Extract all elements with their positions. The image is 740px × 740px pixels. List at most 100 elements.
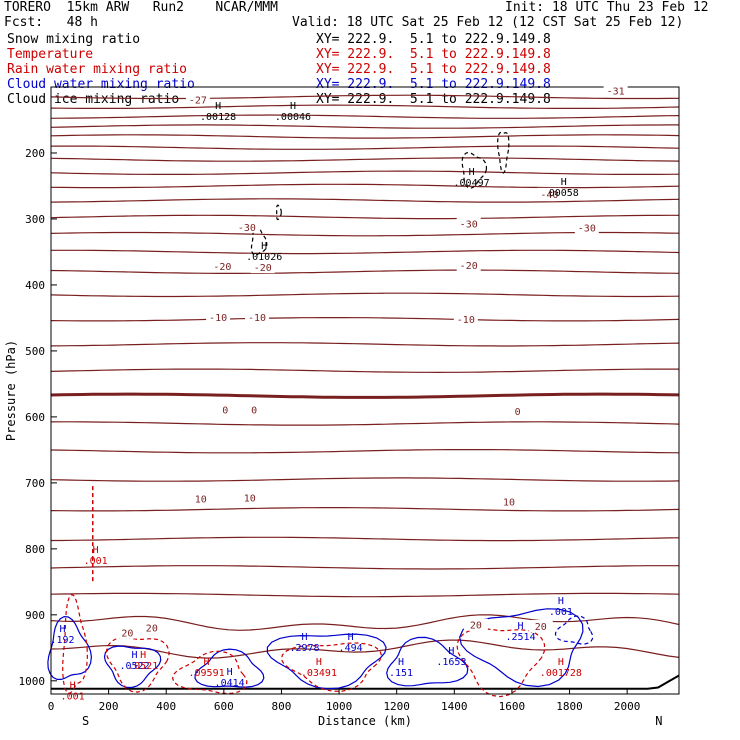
cloud-water-contour [47, 615, 93, 681]
isotherm-line [50, 368, 679, 374]
temperature-label-bg [237, 491, 262, 504]
x-tick-label: 400 [156, 700, 176, 713]
temperature-label: 0 [251, 406, 257, 417]
legend-temperature-xy: XY= 222.9. 5.1 to 222.9.149.8 [316, 47, 551, 62]
axes: 0 200 400 600 800 1000 1200 1400 1600 1800 2000200… [4, 147, 662, 728]
temperature-label: -10 [209, 313, 227, 324]
maximum-marker: H [561, 177, 567, 188]
maximum-value-label: .00128 [200, 112, 236, 123]
maximum-value-label: .151 [389, 668, 413, 679]
temperature-label-bg [250, 261, 275, 274]
ice-contour [250, 226, 268, 256]
legend-temperature: Temperature [7, 47, 94, 62]
cloud-water-contour [554, 615, 594, 645]
maximum-value-label: .00046 [275, 112, 311, 123]
cloud-water-contour [459, 608, 584, 688]
ice-contour [276, 204, 282, 221]
isotherm-line [50, 421, 680, 426]
maximum-marker: H [93, 545, 99, 556]
x-tick-label: 600 [214, 700, 234, 713]
isotherm-line [50, 157, 680, 162]
legend-snow-xy: XY= 222.9. 5.1 to 222.9.149.8 [316, 32, 551, 47]
south-label: S [82, 714, 89, 728]
maximum-marker: H [316, 657, 322, 668]
legend-rain-xy: XY= 222.9. 5.1 to 222.9.149.8 [316, 62, 551, 77]
x-tick-label: 1200 [383, 700, 410, 713]
y-tick-label: 400 [25, 279, 45, 292]
maximum-marker: H [140, 650, 146, 661]
temperature-label-bg [139, 621, 164, 634]
temperature-label: 10 [244, 493, 256, 504]
temperature-label-bg [244, 311, 269, 324]
isotherm-line [50, 507, 680, 512]
maximum-marker: H [215, 101, 221, 112]
x-tick-label: 200 [99, 700, 119, 713]
maximum-marker: H [261, 241, 267, 252]
isotherm-line [50, 342, 680, 347]
y-tick-label: 500 [25, 345, 45, 358]
ice-contour [461, 151, 487, 189]
maximum-value-label: .03491 [301, 668, 337, 679]
legend-cloud-water: Cloud water mixing ratio [7, 77, 195, 92]
isotherm-line [50, 449, 680, 454]
y-tick-label: 200 [25, 147, 45, 160]
rain-contour [62, 593, 89, 694]
temperature-label: 20 [121, 629, 133, 640]
isotherm-line [50, 317, 680, 322]
temperature-label-bg [537, 187, 562, 200]
x-tick-label: 800 [272, 700, 292, 713]
temperature-label: -20 [254, 263, 272, 274]
x-tick-label: 1600 [499, 700, 526, 713]
temperature-label: -20 [460, 261, 478, 272]
temperature-label-bg [574, 221, 599, 234]
maximum-value-label: .001 [61, 691, 85, 702]
temperature-label-bg [456, 217, 481, 230]
y-tick-label: 1000 [19, 675, 46, 688]
temperature-label: -30 [238, 223, 256, 234]
temperature-label: 20 [470, 621, 482, 632]
x-tick-label: 1800 [556, 700, 583, 713]
temperature-label: 10 [195, 495, 207, 506]
valid-time: Valid: 18 UTC Sat 25 Feb 12 (12 CST Sat … [292, 15, 684, 30]
y-tick-label: 600 [25, 411, 45, 424]
maximum-marker: H [448, 646, 454, 657]
cloud-water-contour [266, 633, 387, 690]
ice-contour [496, 131, 510, 174]
zero-isotherm [50, 392, 680, 399]
isotherm-lines [50, 94, 680, 690]
maximum-value-label: .1653 [436, 657, 466, 668]
plot-frame [50, 86, 680, 695]
temperature-label: -20 [213, 262, 231, 273]
temperature-label-bg [234, 220, 259, 233]
temperature-label: -10 [457, 315, 475, 326]
maximum-value-label: .001 [549, 607, 573, 618]
maximum-value-label: .192 [50, 635, 74, 646]
y-axis-title: Pressure (hPa) [4, 340, 18, 441]
maximum-marker: H [558, 596, 564, 607]
maximum-value-label: .001728 [540, 668, 582, 679]
isotherm-line [50, 214, 679, 220]
temperature-label-bg [453, 313, 478, 326]
temperature-label-bg [188, 492, 213, 505]
maximum-marker: H [469, 167, 475, 178]
isotherm-line [51, 536, 680, 542]
hydrometeor-contours [47, 131, 594, 698]
temperature-label-bg [603, 84, 628, 97]
legend-snow: Snow mixing ratio [7, 32, 141, 47]
maximum-marker: H [227, 667, 233, 678]
x-tick-label: 1000 [326, 700, 353, 713]
maximum-marker: H [60, 624, 66, 635]
rain-contour [456, 627, 546, 698]
maximum-marker: H [290, 101, 296, 112]
isotherm-line [50, 170, 680, 175]
temperature-label: -27 [189, 96, 207, 107]
maximum-value-label: .0522 [119, 661, 149, 672]
x-axis-title: Distance (km) [318, 714, 412, 728]
isotherm-line [50, 231, 680, 237]
maximum-marker: H [70, 680, 76, 691]
isotherm-line [50, 198, 680, 203]
model-title: TORERO 15km ARW Run2 NCAR/MMM [4, 0, 278, 15]
temperature-label-bg [185, 93, 210, 106]
maximum-marker: H [558, 657, 564, 668]
